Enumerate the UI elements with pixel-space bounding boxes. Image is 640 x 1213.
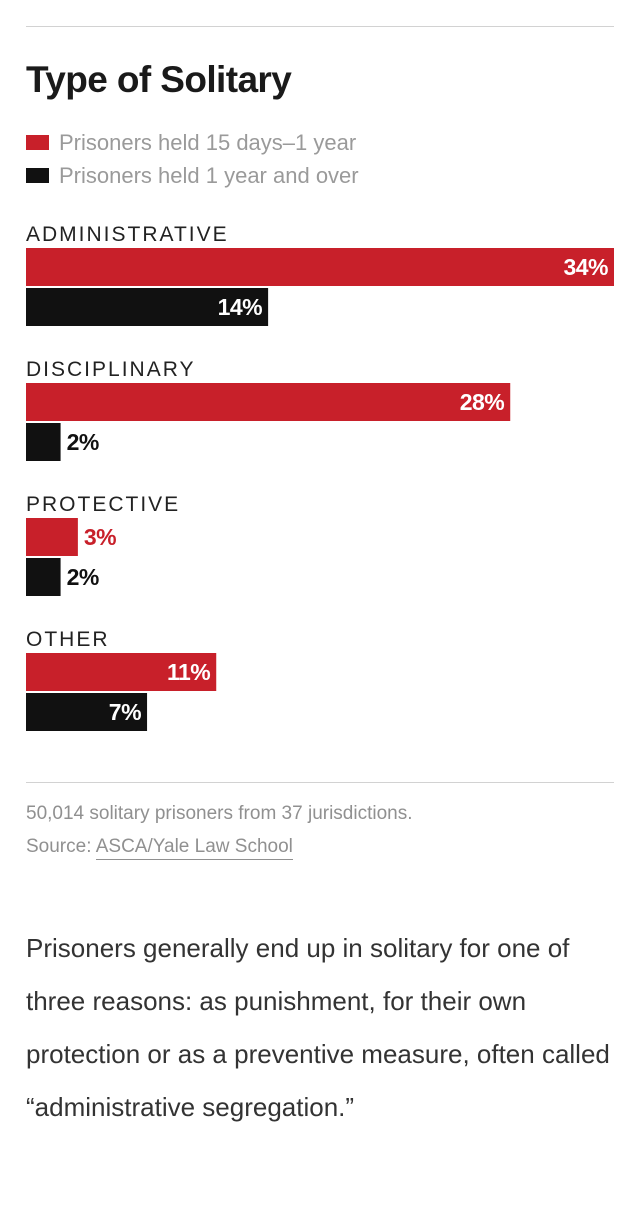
category-label-other: OTHER	[26, 628, 110, 651]
bar-other-series-1	[26, 653, 217, 691]
legend-item-series-2: Prisoners held 1 year and over	[26, 159, 359, 192]
legend-label-series-2: Prisoners held 1 year and over	[59, 162, 359, 188]
data-label-other-series-2: 7%	[109, 699, 141, 725]
bar-protective-series-1	[26, 518, 78, 556]
category-label-administrative: ADMINISTRATIVE	[26, 223, 229, 246]
footnote-source: Source: ASCA/Yale Law School	[26, 830, 413, 863]
data-label-disciplinary-series-1: 28%	[460, 389, 505, 415]
bottom-rule	[26, 782, 614, 783]
data-label-disciplinary-series-2: 2%	[67, 429, 99, 455]
bar-administrative-series-2	[26, 288, 269, 326]
bar-administrative-series-1	[26, 248, 614, 286]
footnote: 50,014 solitary prisoners from 37 jurisd…	[26, 797, 413, 863]
source-link[interactable]: ASCA/Yale Law School	[95, 836, 293, 860]
category-label-disciplinary: DISCIPLINARY	[26, 358, 196, 381]
legend-item-series-1: Prisoners held 15 days–1 year	[26, 126, 359, 159]
legend-swatch-series-2	[26, 168, 49, 183]
category-label-protective: PROTECTIVE	[26, 493, 180, 516]
footnote-sample-note: 50,014 solitary prisoners from 37 jurisd…	[26, 803, 413, 824]
legend-swatch-series-1	[26, 135, 49, 150]
data-label-protective-series-2: 2%	[67, 564, 99, 590]
data-label-administrative-series-1: 34%	[563, 254, 608, 280]
data-label-administrative-series-2: 14%	[218, 294, 263, 320]
bar-chart: ADMINISTRATIVE 34% 14% DISCIPLINARY 28% 2% PRO…	[26, 223, 614, 731]
legend-label-series-1: Prisoners held 15 days–1 year	[59, 129, 357, 155]
article-paragraph: Prisoners generally end up in solitary f…	[26, 933, 610, 1122]
bar-disciplinary-series-2	[26, 423, 61, 461]
data-label-other-series-1: 11%	[167, 659, 210, 685]
bar-protective-series-2	[26, 558, 61, 596]
data-label-protective-series-1: 3%	[84, 524, 116, 550]
bar-other-series-2	[26, 693, 148, 731]
top-rule	[26, 26, 614, 27]
source-prefix: Source:	[26, 836, 92, 857]
chart-title: Type of Solitary	[26, 59, 292, 100]
bar-disciplinary-series-1	[26, 383, 511, 421]
chart-legend: Prisoners held 15 days–1 year Prisoners …	[26, 126, 359, 192]
